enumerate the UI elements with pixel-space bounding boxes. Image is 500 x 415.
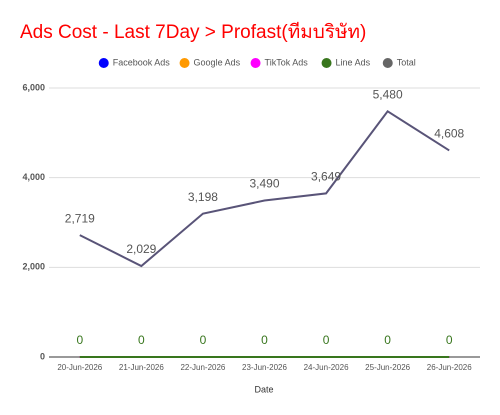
legend-label: TikTok Ads xyxy=(265,57,309,67)
legend-marker xyxy=(321,58,332,68)
legend-label: Facebook Ads xyxy=(113,57,171,67)
legend-marker xyxy=(250,58,261,68)
x-tick-label: 24-Jun-2026 xyxy=(304,363,349,372)
legend-label: Google Ads xyxy=(194,57,241,67)
series-line xyxy=(79,109,450,268)
legend-marker xyxy=(382,58,393,68)
y-tick-label: 4,000 xyxy=(22,172,45,182)
y-tick-label: 6,000 xyxy=(22,82,45,92)
x-axis-label: Date xyxy=(254,384,273,394)
x-tick-label: 21-Jun-2026 xyxy=(119,363,164,372)
data-label: 0 xyxy=(76,333,83,347)
legend-marker xyxy=(98,58,109,68)
x-tick-label: 26-Jun-2026 xyxy=(427,363,472,372)
x-tick-label: 23-Jun-2026 xyxy=(242,363,287,372)
legend-label: Line Ads xyxy=(336,57,371,67)
chart-title: Ads Cost - Last 7Day > Profast(ทีมบริษัท… xyxy=(20,21,366,43)
data-label: 0 xyxy=(261,333,268,347)
legend-label: Total xyxy=(397,57,416,67)
legend-marker xyxy=(179,58,190,68)
data-label: 4,608 xyxy=(434,127,464,141)
data-label: 3,198 xyxy=(188,190,218,204)
x-tick-label: 25-Jun-2026 xyxy=(365,363,410,372)
data-label: 0 xyxy=(323,333,330,347)
data-label: 0 xyxy=(138,333,145,347)
y-tick-label: 0 xyxy=(40,351,45,361)
data-label: 0 xyxy=(446,333,453,347)
data-label: 0 xyxy=(200,333,207,347)
data-label: 0 xyxy=(384,333,391,347)
data-label: 2,719 xyxy=(65,211,95,225)
data-label: 5,480 xyxy=(373,87,403,101)
data-label: 3,649 xyxy=(311,170,341,184)
x-tick-label: 20-Jun-2026 xyxy=(57,363,102,372)
data-label: 3,490 xyxy=(249,177,279,191)
y-tick-label: 2,000 xyxy=(22,262,45,272)
data-label: 2,029 xyxy=(126,242,156,256)
x-tick-label: 22-Jun-2026 xyxy=(180,363,225,372)
